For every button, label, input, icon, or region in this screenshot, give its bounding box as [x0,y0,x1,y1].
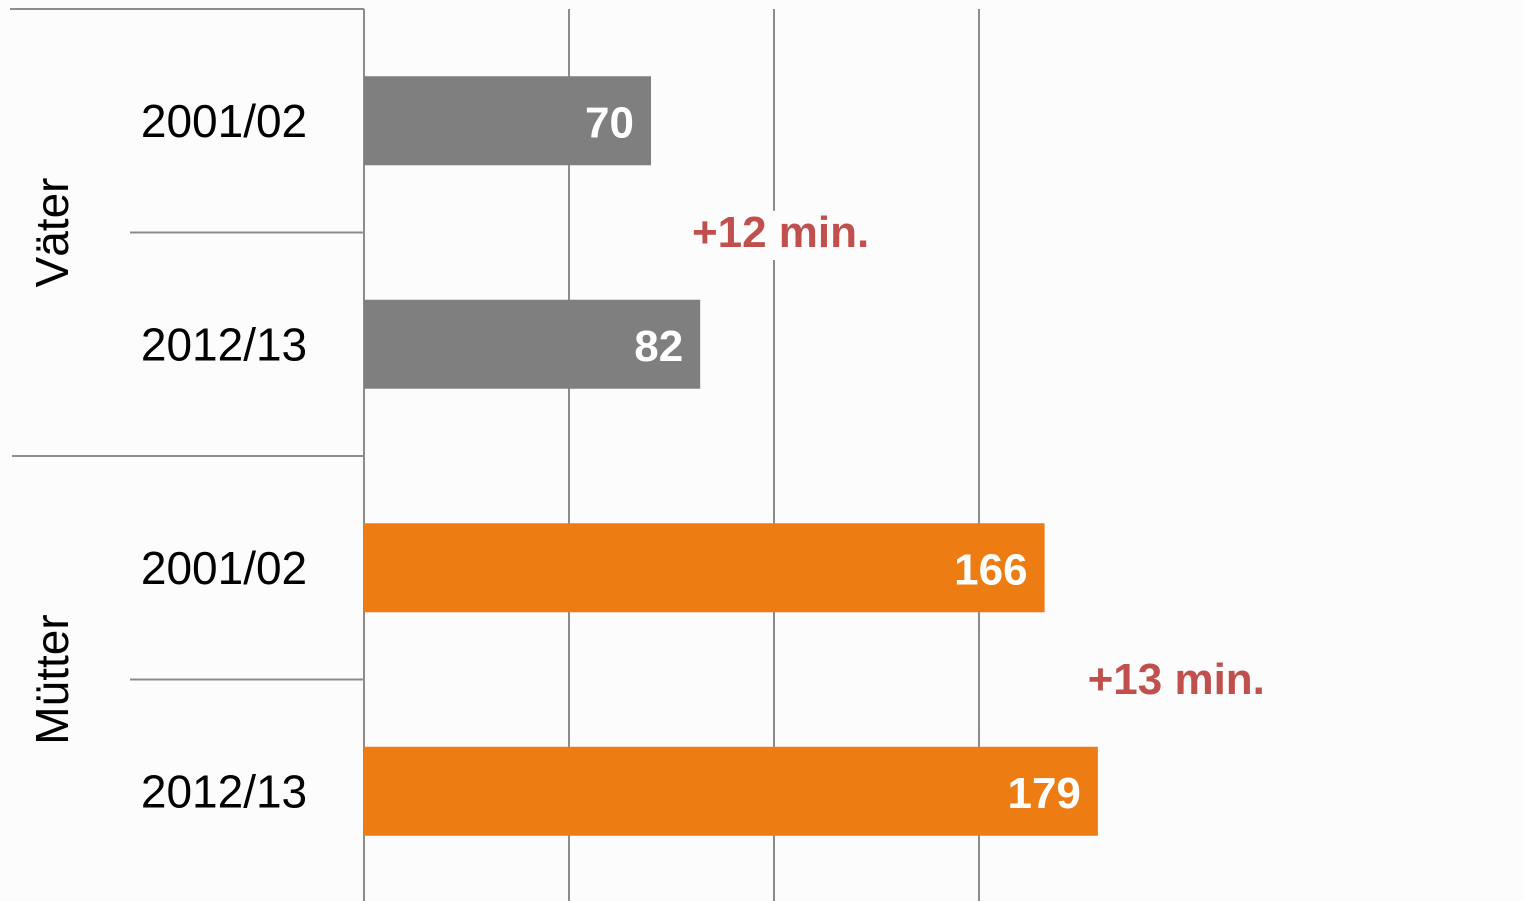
bar [364,523,1045,613]
category-label: 2012/13 [141,318,307,370]
labels: Väter 2001/02 70 2012/13 82 +12 min. Mütter 200… [26,95,1278,818]
bar [364,76,651,166]
bar-value-label: 166 [954,545,1027,594]
bar-value-label: 179 [1007,769,1080,818]
bar-value-label: 82 [634,322,683,371]
bar [364,299,701,389]
category-label: 2001/02 [141,95,307,147]
difference-annotation: +13 min. [1088,655,1265,704]
bars [364,76,1098,836]
category-label: 2012/13 [141,765,307,817]
bar-value-label: 70 [585,98,634,147]
group-label-1: Mütter [26,614,78,744]
bar [364,746,1098,836]
difference-annotation: +12 min. [692,208,869,257]
group-label-0: Väter [26,178,78,288]
category-label: 2001/02 [141,542,307,594]
